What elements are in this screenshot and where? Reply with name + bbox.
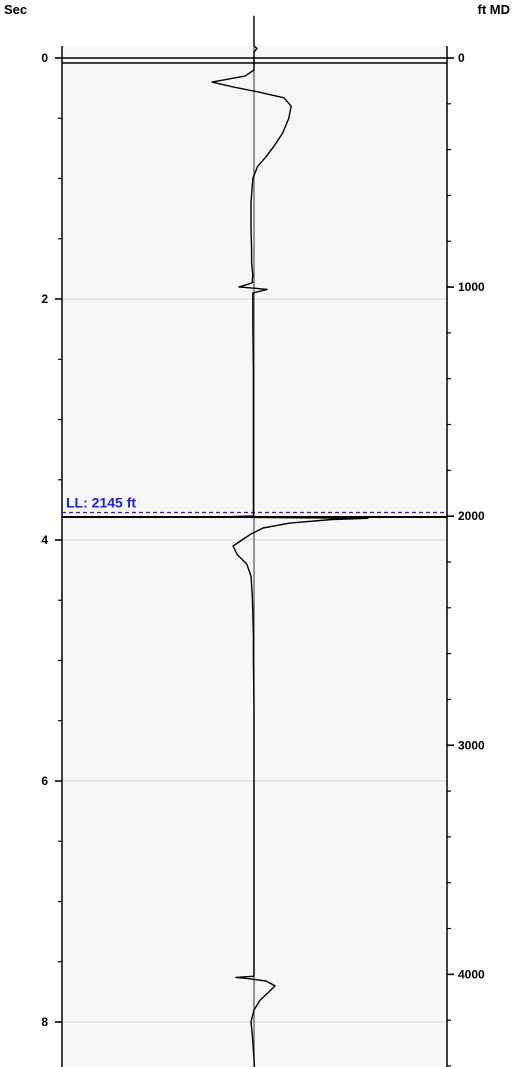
left-tick-label: 6 (41, 774, 48, 788)
right-tick-label: 4000 (458, 967, 485, 981)
left-axis-ticks: 0 2 4 6 8 (41, 51, 62, 1029)
right-tick-label: 3000 (458, 738, 485, 752)
left-axis-title: Sec (4, 2, 27, 17)
right-axis-title: ft MD (478, 2, 511, 17)
right-tick-label: 1000 (458, 280, 485, 294)
left-tick-label: 0 (41, 51, 48, 65)
left-tick-label: 2 (41, 292, 48, 306)
right-tick-label: 0 (458, 51, 465, 65)
right-axis-ticks: 0 1000 2000 3000 4000 (447, 51, 485, 1067)
right-tick-label: 2000 (458, 509, 485, 523)
left-tick-label: 4 (41, 533, 48, 547)
left-tick-label: 8 (41, 1015, 48, 1029)
series-trace (211, 15, 369, 1067)
marker-label: LL: 2145 ft (66, 494, 136, 510)
